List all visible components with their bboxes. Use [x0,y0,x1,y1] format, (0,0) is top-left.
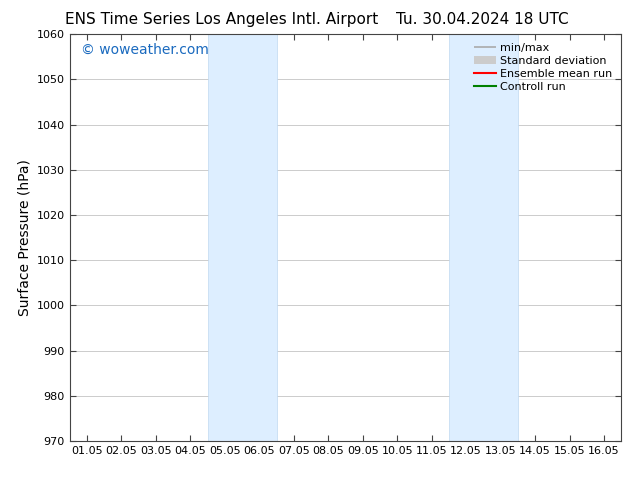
Y-axis label: Surface Pressure (hPa): Surface Pressure (hPa) [17,159,31,316]
Text: © woweather.com: © woweather.com [81,43,209,56]
Text: ENS Time Series Los Angeles Intl. Airport: ENS Time Series Los Angeles Intl. Airpor… [65,12,378,27]
Bar [207,34,276,441]
Text: Tu. 30.04.2024 18 UTC: Tu. 30.04.2024 18 UTC [396,12,568,27]
Bar [449,34,518,441]
Legend: min/max, Standard deviation, Ensemble mean run, Controll run: min/max, Standard deviation, Ensemble me… [470,40,616,95]
